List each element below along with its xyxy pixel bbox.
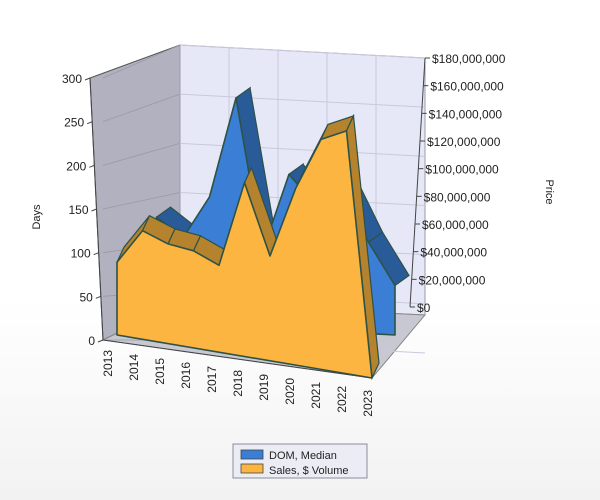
legend-swatch-dom bbox=[240, 449, 264, 460]
right-tick-label: $140,000,000 bbox=[429, 107, 503, 121]
right-tick-label: $40,000,000 bbox=[420, 246, 487, 260]
x-tick-label: 2021 bbox=[309, 382, 323, 409]
left-tick-mark bbox=[86, 121, 93, 125]
x-axis-line bbox=[102, 339, 373, 379]
right-axis: $0 $20,000,000 $40,000,000 $60,000,000 $80,0… bbox=[409, 52, 506, 315]
series-sales-volume bbox=[116, 113, 380, 381]
legend-label-sales: Sales, $ Volume bbox=[269, 465, 349, 477]
right-tick-label: $120,000,000 bbox=[427, 135, 501, 149]
right-tick-label: $100,000,000 bbox=[425, 163, 499, 177]
x-tick-label: 2022 bbox=[335, 386, 349, 413]
gridline bbox=[179, 142, 426, 157]
right-tick-label: $0 bbox=[417, 301, 431, 315]
x-tick-label: 2017 bbox=[205, 366, 219, 393]
x-tick-label: 2016 bbox=[179, 362, 193, 389]
right-tick-label: $60,000,000 bbox=[422, 218, 489, 232]
legend: DOM, Median Sales, $ Volume bbox=[232, 443, 368, 479]
right-axis-line bbox=[409, 57, 426, 308]
gridline bbox=[102, 142, 181, 166]
left-axis-title: Days bbox=[31, 204, 43, 230]
gridline bbox=[102, 192, 181, 210]
left-tick-label: 300 bbox=[62, 72, 82, 86]
left-tick-mark bbox=[84, 77, 91, 81]
legend-swatch-sales bbox=[240, 463, 264, 474]
right-axis-title: Price bbox=[543, 179, 555, 204]
legend-label-dom: DOM, Median bbox=[269, 450, 337, 462]
left-tick-label: 0 bbox=[88, 334, 95, 348]
x-tick-label: 2015 bbox=[153, 358, 167, 385]
left-tick-mark bbox=[95, 295, 102, 299]
right-tick-label: $180,000,000 bbox=[432, 52, 506, 66]
left-tick-label: 100 bbox=[71, 247, 91, 261]
left-tick-label: 200 bbox=[66, 159, 86, 173]
left-tick-label: 50 bbox=[79, 290, 93, 304]
left-tick-mark bbox=[91, 208, 97, 212]
x-tick-label: 2019 bbox=[257, 374, 271, 401]
x-tick-label: 2013 bbox=[101, 350, 115, 377]
left-tick-mark bbox=[93, 252, 99, 256]
left-tick-label: 150 bbox=[68, 203, 88, 217]
x-tick-label: 2018 bbox=[231, 370, 245, 397]
x-tick-label: 2020 bbox=[283, 378, 297, 405]
gridline bbox=[102, 44, 181, 79]
right-tick-label: $160,000,000 bbox=[430, 80, 504, 94]
x-tick-label: 2014 bbox=[127, 354, 141, 381]
gridline bbox=[179, 93, 426, 108]
gridline bbox=[102, 93, 181, 123]
right-tick-label: $80,000,000 bbox=[424, 190, 491, 204]
gridline bbox=[179, 44, 426, 59]
right-tick-label: $20,000,000 bbox=[419, 273, 486, 287]
left-tick-mark bbox=[97, 339, 104, 343]
left-tick-label: 250 bbox=[64, 116, 84, 130]
left-tick-mark bbox=[89, 164, 95, 168]
x-tick-label: 2023 bbox=[361, 390, 375, 417]
left-axis: 0 50 100 150 200 250 300 bbox=[62, 72, 104, 348]
x-axis: 2013 2014 2015 2016 2017 2018 2019 2020 2021 2022… bbox=[101, 339, 375, 417]
